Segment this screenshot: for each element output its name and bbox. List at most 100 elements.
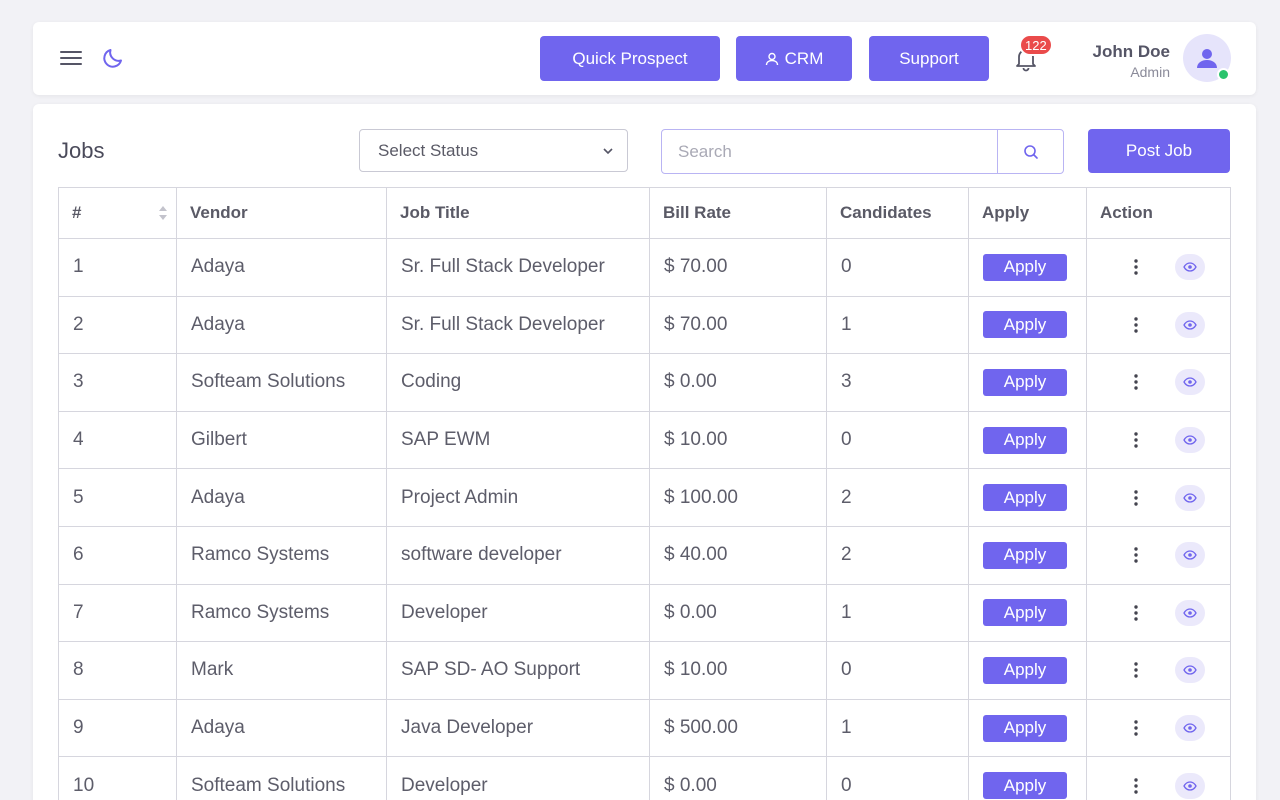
menu-icon[interactable] [59,48,83,68]
search-icon [1023,144,1038,159]
support-button[interactable]: Support [869,36,989,81]
row-number: 8 [58,641,177,700]
view-button[interactable] [1175,715,1205,742]
status-select[interactable]: Select Status [359,129,628,172]
apply-cell: Apply [968,238,1087,297]
candidates-link[interactable]: 0 [826,641,969,700]
bill-rate-cell: $ 70.00 [649,295,827,355]
view-button[interactable] [1175,542,1205,569]
eye-icon [1183,780,1197,791]
view-button[interactable] [1175,599,1205,626]
column-header-number[interactable]: # [58,187,177,239]
row-number: 1 [58,238,177,297]
apply-button[interactable]: Apply [983,311,1067,339]
job-title-cell: Developer [386,583,650,643]
candidates-link[interactable]: 0 [826,756,969,800]
avatar-icon [1197,49,1217,68]
candidates-link[interactable]: 2 [826,468,969,527]
view-button[interactable] [1175,311,1205,338]
sort-icon[interactable] [158,205,168,221]
candidates-link[interactable]: 1 [826,295,969,355]
row-number: 5 [58,468,177,527]
eye-icon [1183,493,1197,503]
apply-cell: Apply [968,353,1087,412]
search-input[interactable] [662,130,997,173]
quick-prospect-button[interactable]: Quick Prospect [540,36,720,81]
user-role: Admin [1130,64,1170,80]
vendor-cell: Gilbert [176,410,387,470]
kebab-icon[interactable] [1133,373,1139,391]
candidates-link[interactable]: 3 [826,353,969,412]
candidates-link[interactable]: 0 [826,410,969,470]
kebab-icon[interactable] [1133,431,1139,449]
apply-button[interactable]: Apply [983,368,1067,396]
row-number: 10 [58,756,177,800]
apply-button[interactable]: Apply [983,426,1067,454]
apply-button[interactable]: Apply [983,714,1067,742]
apply-button[interactable]: Apply [983,656,1067,684]
candidates-link[interactable]: 0 [826,238,969,297]
kebab-icon[interactable] [1133,546,1139,564]
notification-badge: 122 [1019,34,1053,56]
bill-rate-cell: $ 10.00 [649,641,827,700]
candidates-link[interactable]: 2 [826,525,969,585]
kebab-icon[interactable] [1133,604,1139,622]
view-button[interactable] [1175,772,1205,799]
row-number: 9 [58,698,177,758]
apply-button[interactable]: Apply [983,541,1067,569]
chevron-down-icon [603,148,613,155]
bill-rate-cell: $ 500.00 [649,698,827,758]
vendor-cell: Softeam Solutions [176,353,387,412]
kebab-icon[interactable] [1133,258,1139,276]
apply-button[interactable]: Apply [983,772,1067,800]
job-title-cell: Project Admin [386,468,650,527]
vendor-cell: Ramco Systems [176,525,387,585]
post-job-button[interactable]: Post Job [1088,129,1230,173]
apply-cell: Apply [968,583,1087,643]
candidates-link[interactable]: 1 [826,583,969,643]
column-header-action: Action [1086,187,1231,239]
table-row: 1 Adaya Sr. Full Stack Developer $ 70.00 0 Ap… [58,238,1231,297]
vendor-cell: Adaya [176,468,387,527]
kebab-icon[interactable] [1133,777,1139,795]
bill-rate-cell: $ 100.00 [649,468,827,527]
view-button[interactable] [1175,484,1205,511]
apply-button[interactable]: Apply [983,599,1067,627]
column-header-bill-rate: Bill Rate [649,187,827,239]
view-button[interactable] [1175,427,1205,454]
kebab-icon[interactable] [1133,489,1139,507]
crm-button[interactable]: CRM [736,36,852,81]
view-button[interactable] [1175,254,1205,281]
view-button[interactable] [1175,657,1205,684]
vendor-cell: Softeam Solutions [176,756,387,800]
action-cell [1086,756,1231,800]
action-cell [1086,295,1231,355]
action-cell [1086,698,1231,758]
action-cell [1086,410,1231,470]
eye-icon [1183,665,1197,676]
apply-button[interactable]: Apply [983,253,1067,281]
user-name: John Doe [1092,42,1170,61]
candidates-link[interactable]: 1 [826,698,969,758]
eye-icon [1183,377,1197,388]
search-button[interactable] [997,130,1063,173]
action-cell [1086,468,1231,527]
status-select-value: Select Status [378,140,479,160]
view-button[interactable] [1175,369,1205,396]
kebab-icon[interactable] [1133,316,1139,334]
eye-icon [1183,608,1197,618]
apply-button[interactable]: Apply [983,484,1067,512]
kebab-icon[interactable] [1133,661,1139,679]
eye-icon [1183,723,1197,733]
vendor-cell: Adaya [176,698,387,758]
eye-icon [1183,550,1197,560]
apply-cell: Apply [968,410,1087,470]
action-cell [1086,238,1231,297]
kebab-icon[interactable] [1133,719,1139,737]
eye-icon [1183,435,1197,445]
support-label: Support [899,48,959,68]
job-title-cell: SAP SD- AO Support [386,641,650,700]
bill-rate-cell: $ 0.00 [649,353,827,412]
moon-icon[interactable] [101,46,125,70]
table-row: 3 Softeam Solutions Coding $ 0.00 3 Apply [58,353,1231,412]
